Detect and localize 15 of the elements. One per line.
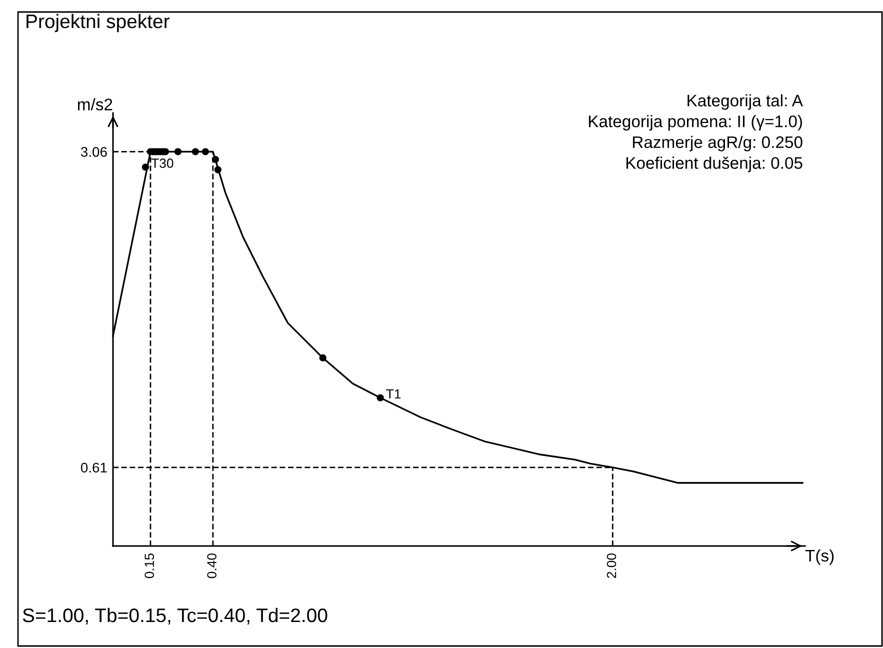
annotation: Razmerje agR/g: 0.250	[632, 136, 802, 152]
text: Kategorija tal: A	[688, 94, 803, 110]
annotation: Kategorija pomena: II (γ=1.0)	[588, 115, 802, 131]
y-tick-label: 0.61	[80, 462, 107, 473]
chart-title: Projektni spekter	[26, 14, 170, 32]
annotation: Koeficient dušenja: 0.05	[626, 156, 802, 172]
text: S=1.00, Tb=0.15, Tc=0.40, Td=2.00	[22, 608, 328, 625]
y-axis-title: m/s2	[78, 98, 112, 110]
y-tick-label: 3.06	[80, 146, 107, 157]
x-tick-label: 2.00	[606, 553, 616, 578]
x-axis-title: T(s)	[805, 549, 834, 565]
annotation: T1	[386, 389, 401, 398]
x-tick-label: 0.40	[207, 553, 216, 578]
annotation: T30	[151, 158, 174, 168]
x-tick-label: 0.15	[144, 553, 154, 578]
